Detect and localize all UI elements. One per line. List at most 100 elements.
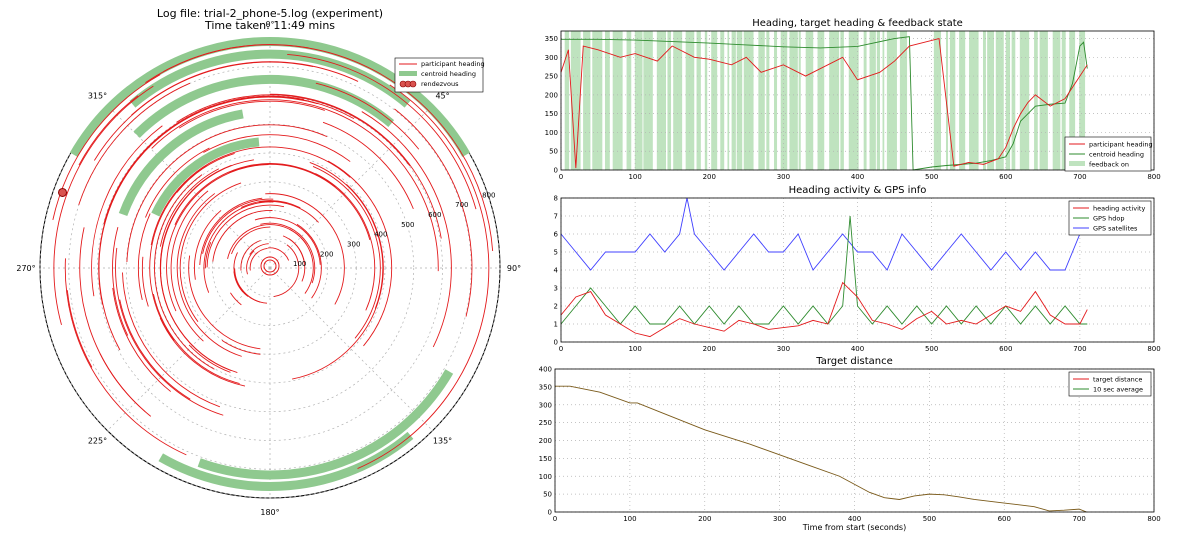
participant-arc bbox=[289, 228, 314, 294]
feedback-on-band bbox=[592, 31, 603, 170]
x-tick-label: 0 bbox=[559, 345, 563, 353]
y-tick-label: 3 bbox=[554, 285, 558, 293]
legend-swatch bbox=[1069, 161, 1085, 166]
y-tick-label: 350 bbox=[539, 383, 552, 391]
series-line-GPS-satellites bbox=[560, 197, 1088, 271]
feedback-on-band bbox=[949, 31, 956, 170]
y-tick-label: 400 bbox=[539, 366, 552, 374]
feedback-on-band bbox=[656, 31, 666, 170]
legend-swatch-centroid bbox=[399, 71, 417, 76]
legend-label: heading activity bbox=[1093, 205, 1145, 213]
feedback-on-band bbox=[995, 31, 1004, 170]
angle-tick-label: 315° bbox=[88, 91, 107, 100]
participant-arc bbox=[202, 198, 274, 254]
participant-arc bbox=[188, 255, 261, 350]
participant-arc bbox=[93, 61, 314, 161]
participant-arc bbox=[115, 247, 224, 416]
chart-legend bbox=[1068, 371, 1152, 397]
feedback-on-band bbox=[704, 31, 708, 170]
participant-arc bbox=[288, 238, 305, 264]
participant-arc bbox=[206, 204, 285, 268]
participant-arc bbox=[230, 292, 242, 306]
series-line-participant-heading bbox=[560, 37, 1088, 169]
participant-arc bbox=[249, 243, 269, 255]
participant-arc bbox=[79, 227, 146, 412]
feedback-on-band bbox=[1061, 31, 1066, 170]
y-tick-label: 5 bbox=[554, 249, 558, 257]
y-tick-label: 0 bbox=[548, 509, 552, 517]
feedback-on-band bbox=[720, 31, 725, 170]
participant-arc bbox=[160, 169, 238, 373]
y-tick-label: 300 bbox=[539, 401, 552, 409]
x-tick-label: 300 bbox=[777, 173, 790, 181]
participant-arc bbox=[112, 287, 172, 392]
feedback-on-band bbox=[863, 31, 867, 170]
legend-label: participant heading bbox=[421, 60, 485, 68]
participant-arc bbox=[292, 184, 384, 380]
participant-arc bbox=[246, 250, 255, 275]
participant-arc bbox=[312, 166, 381, 339]
legend-label: GPS hdop bbox=[1093, 215, 1125, 223]
angle-tick-label: 45° bbox=[435, 91, 449, 100]
participant-arc bbox=[267, 247, 290, 261]
feedback-on-band bbox=[643, 31, 653, 170]
gps-chart: Heading activity & GPS info 0 100 200 300 400… bbox=[554, 185, 1161, 353]
participant-arc bbox=[119, 299, 191, 400]
feedback-on-band bbox=[1039, 31, 1048, 170]
feedback-on-band bbox=[673, 31, 683, 170]
legend-label: participant heading bbox=[1089, 141, 1153, 149]
polar-chart: 0° 45° 90° 135° 180° 225° 270° 315° 100 200 300 400… bbox=[16, 20, 521, 517]
radial-tick-label: 700 bbox=[455, 201, 468, 209]
y-tick-label: 250 bbox=[545, 73, 558, 81]
x-axis-label: Time from start (seconds) bbox=[802, 523, 906, 532]
participant-arc bbox=[260, 222, 316, 284]
y-tick-label: 100 bbox=[545, 129, 558, 137]
chart-title: Heading, target heading & feedback state bbox=[752, 18, 963, 29]
participant-arc bbox=[176, 94, 411, 167]
series-line-heading-activity bbox=[560, 281, 1088, 338]
feedback-on-band bbox=[736, 31, 743, 170]
feedback-on-band bbox=[774, 31, 778, 170]
heading-chart: Heading, target heading & feedback state… bbox=[545, 18, 1161, 181]
angle-tick-label: 270° bbox=[16, 264, 35, 273]
participant-arc bbox=[249, 247, 268, 271]
participant-arc bbox=[159, 168, 220, 247]
feedback-on-band bbox=[982, 31, 986, 170]
participant-arc bbox=[152, 293, 240, 384]
legend-label: GPS satellites bbox=[1093, 225, 1138, 233]
feedback-on-band bbox=[869, 31, 876, 170]
chart-title: Heading activity & GPS info bbox=[789, 185, 927, 196]
feedback-on-band bbox=[798, 31, 801, 170]
series-line-target-distance bbox=[555, 385, 1087, 513]
x-tick-label: 800 bbox=[1147, 345, 1160, 353]
participant-arc bbox=[231, 226, 270, 255]
radial-tick-label: 200 bbox=[320, 250, 333, 258]
series-line-GPS-hdop bbox=[560, 215, 1088, 325]
legend-label: centroid heading bbox=[1089, 151, 1144, 159]
feedback-on-band bbox=[711, 31, 718, 170]
participant-arc bbox=[52, 74, 161, 220]
x-tick-label: 500 bbox=[923, 515, 936, 523]
feedback-on-band bbox=[564, 31, 570, 170]
x-tick-label: 200 bbox=[703, 345, 716, 353]
legend-label: feedback on bbox=[1089, 161, 1129, 169]
feedback-on-band bbox=[1034, 31, 1038, 170]
feedback-on-band bbox=[899, 31, 908, 170]
participant-arc bbox=[103, 95, 304, 224]
feedback-on-band bbox=[933, 31, 942, 170]
figure-title-line1: Log file: trial-2_phone-5.log (experimen… bbox=[157, 7, 383, 20]
participant-arc bbox=[361, 111, 452, 348]
polar-angle-grid bbox=[269, 267, 433, 431]
participant-arc bbox=[131, 61, 359, 116]
plot-frame bbox=[554, 368, 1155, 513]
x-tick-label: 600 bbox=[998, 515, 1011, 523]
participant-arc bbox=[212, 210, 273, 262]
x-tick-label: 600 bbox=[999, 173, 1012, 181]
feedback-on-band bbox=[758, 31, 765, 170]
plot-frame bbox=[560, 30, 1155, 171]
x-tick-label: 100 bbox=[628, 345, 641, 353]
participant-arc bbox=[78, 95, 139, 166]
feedback-on-band bbox=[805, 31, 814, 170]
participant-arc bbox=[315, 82, 420, 150]
